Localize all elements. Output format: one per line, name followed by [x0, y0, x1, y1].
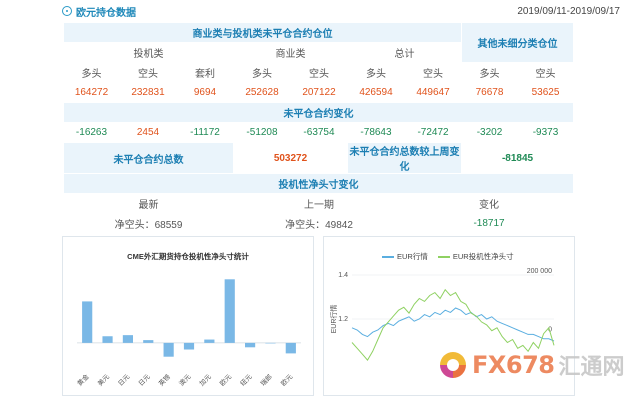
value-cell: 9694 [176, 82, 234, 103]
legend-item-net-position[interactable]: EUR投机性净头寸 [437, 251, 514, 262]
col-header: 空头 [403, 62, 463, 83]
col-header: 多头 [233, 62, 291, 83]
positions-table: 商业类与投机类未平仓合约仓位 其他未细分类仓位 投机类 商业类 总计 多头 空头… [62, 22, 575, 234]
bar[interactable] [265, 342, 276, 344]
chart-legend: EUR行情 EUR投机性净头寸 [382, 251, 514, 262]
category-label: 欧元 [279, 372, 295, 388]
series-line[interactable] [351, 288, 555, 361]
watermark-brand: FX678 [472, 351, 555, 379]
group-header-speculative: 投机类 [63, 42, 234, 63]
category-label: 美元 [95, 372, 111, 388]
bar[interactable] [163, 342, 174, 357]
bar[interactable] [143, 340, 154, 343]
page-header: 欧元持仓数据 2019/09/11-2019/09/17 [0, 0, 640, 22]
value-cell: 426594 [347, 82, 405, 103]
page-title: 欧元持仓数据 [76, 7, 136, 19]
fx678-watermark: FX678 汇通网 [440, 347, 630, 383]
bar[interactable] [82, 301, 93, 343]
change-cell: 2454 [119, 122, 177, 143]
net-col-header: 最新 [63, 193, 234, 214]
category-label: 澳元 [177, 372, 193, 388]
value-cell: 207122 [290, 82, 348, 103]
col-header: 空头 [290, 62, 348, 83]
legend-swatch [437, 255, 450, 258]
change-cell: -72472 [403, 122, 463, 143]
col-header: 空头 [517, 62, 575, 83]
bar[interactable] [224, 279, 235, 343]
col-header: 多头 [461, 62, 519, 83]
net-col-header: 上一期 [233, 193, 405, 214]
left-tick-label: 1.2 [338, 316, 348, 323]
series-line[interactable] [351, 307, 555, 342]
category-label: 欧元 [218, 372, 234, 388]
section-header-net: 投机性净头寸变化 [62, 173, 575, 194]
net-prev-value: 净空头：49842 [233, 213, 405, 234]
oi-total-value: 503272 [233, 142, 348, 174]
bar[interactable] [204, 339, 215, 343]
bar[interactable] [122, 335, 133, 343]
clock-icon [62, 6, 72, 16]
category-label: 纽元 [238, 372, 254, 388]
value-cell: 164272 [63, 82, 120, 103]
category-label: 日元 [137, 372, 152, 387]
category-label: 黄金 [75, 372, 91, 388]
y-axis-label: EUR行情 [329, 305, 338, 334]
fx678-logo-icon [440, 352, 466, 378]
watermark-cn: 汇通网 [558, 355, 625, 380]
change-cell: -11172 [176, 122, 234, 143]
oi-change-value: -81845 [461, 142, 575, 174]
oi-change-label: 未平仓合约总数较上周变化 [346, 142, 463, 174]
value-cell: 449647 [403, 82, 463, 103]
right-tick-label: 200 000 [527, 268, 552, 275]
value-cell: 53625 [517, 82, 575, 103]
net-col-header: 变化 [403, 193, 575, 214]
change-cell: -16263 [63, 122, 120, 143]
right-tick-label: 0 [548, 327, 552, 334]
legend-label: EUR行情 [397, 252, 428, 261]
bar[interactable] [245, 342, 256, 348]
section-header-positions: 商业类与投机类未平仓合约仓位 [62, 22, 463, 43]
category-label: 日元 [116, 372, 131, 387]
change-cell: -51208 [233, 122, 291, 143]
line-chart-svg: 1.4 1.2 200 000 0 EUR行情 [329, 268, 555, 361]
change-cell: -63754 [290, 122, 348, 143]
value-cell: 76678 [461, 82, 519, 103]
category-label: 加元 [197, 372, 213, 388]
section-header-changes: 未平仓合约变化 [62, 102, 575, 123]
value-cell: 252628 [233, 82, 291, 103]
category-label: 英镑 [156, 372, 172, 388]
net-change-value: -18717 [403, 213, 575, 234]
group-header-total: 总计 [346, 42, 463, 63]
change-cell: -9373 [517, 122, 575, 143]
legend-label: EUR投机性净头寸 [452, 252, 514, 261]
col-header: 多头 [347, 62, 405, 83]
col-header: 多头 [63, 62, 120, 83]
change-cell: -3202 [461, 122, 519, 143]
group-header-commercial: 商业类 [233, 42, 348, 63]
bar[interactable] [285, 342, 296, 354]
date-range: 2019/09/11-2019/09/17 [517, 6, 620, 17]
bar-chart-svg: 黄金 美元 日元 日元 英镑 澳元 加元 欧元 纽元 瑞郎 欧元 [75, 279, 301, 388]
bar[interactable] [183, 342, 195, 350]
col-header: 套利 [176, 62, 234, 83]
oi-total-label: 未平仓合约总数 [63, 142, 234, 174]
legend-swatch [382, 255, 394, 258]
category-label: 瑞郎 [258, 372, 274, 388]
col-header: 空头 [119, 62, 177, 83]
net-position-bar-chart: CME外汇期货持仓投机性净头寸统计 黄金 美元 日元 日元 英镑 澳元 加元 欧元 纽元 瑞郎 欧元 [62, 236, 314, 396]
change-cell: -78643 [347, 122, 405, 143]
bar[interactable] [102, 336, 113, 343]
left-tick-label: 1.4 [338, 272, 348, 279]
section-header-other: 其他未细分类仓位 [461, 22, 575, 63]
value-cell: 232831 [119, 82, 177, 103]
chart-title: CME外汇期货持仓投机性净头寸统计 [127, 252, 249, 261]
net-latest-value: 净空头：68559 [63, 213, 234, 234]
legend-item-price[interactable]: EUR行情 [382, 251, 428, 262]
